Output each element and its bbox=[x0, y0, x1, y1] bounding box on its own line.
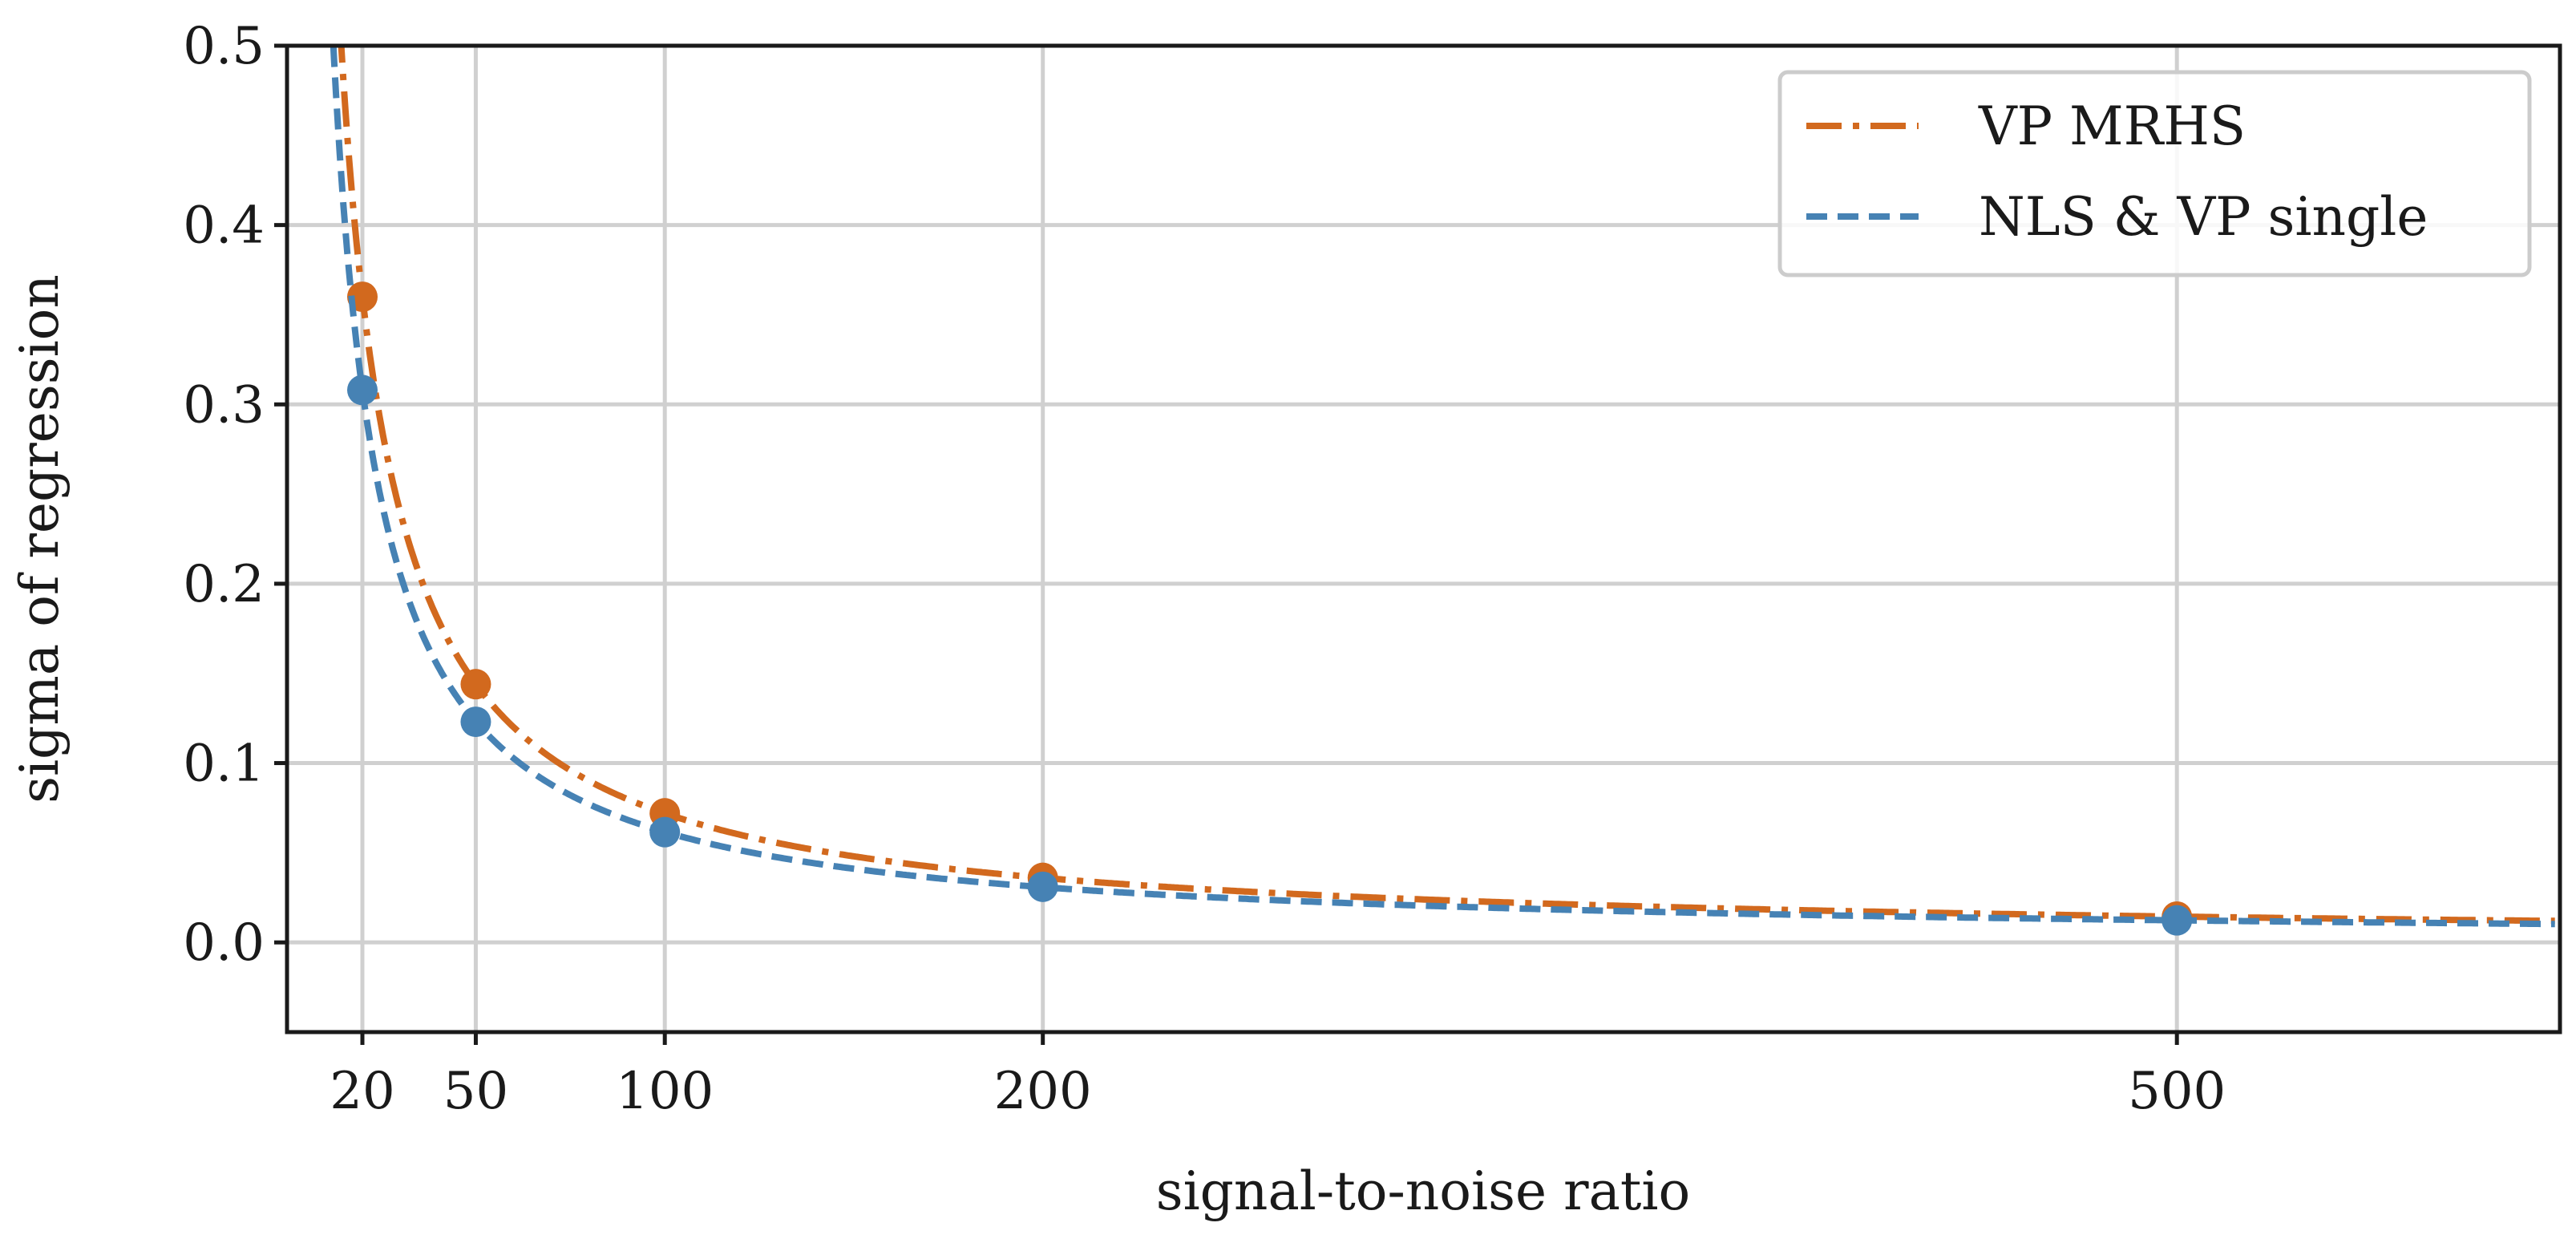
data-point-nls-vp-single bbox=[347, 375, 378, 406]
plot-frame bbox=[285, 43, 2562, 1034]
legend: VP MRHS NLS & VP single bbox=[1777, 70, 2532, 277]
data-point-nls-vp-single bbox=[649, 816, 681, 848]
y-axis-label: sigma of regression bbox=[9, 274, 71, 804]
y-tick-label: 0.2 bbox=[183, 555, 265, 614]
x-tick-label: 200 bbox=[994, 1062, 1092, 1121]
data-point-nls-vp-single bbox=[1027, 871, 1058, 902]
legend-label-vp-mrhs: VP MRHS bbox=[1978, 95, 2246, 157]
x-tick-label: 20 bbox=[330, 1062, 394, 1121]
legend-frame bbox=[1777, 70, 2532, 277]
y-tick-label: 0.4 bbox=[183, 196, 265, 256]
x-axis-label: signal-to-noise ratio bbox=[1156, 1160, 1691, 1222]
ticks: 20 50 100 200 500 0.0 0.1 0.2 0.3 0.4 0.5 bbox=[183, 17, 2226, 1121]
series-layer bbox=[330, 46, 2555, 936]
y-tick-label: 0.3 bbox=[183, 375, 265, 435]
x-tick-label: 500 bbox=[2128, 1062, 2226, 1121]
y-tick-label: 0.0 bbox=[183, 913, 265, 973]
y-tick-label: 0.1 bbox=[183, 735, 265, 794]
data-point-vp-mrhs bbox=[460, 669, 491, 700]
legend-label-nls-vp-single: NLS & VP single bbox=[1979, 186, 2428, 248]
x-tick-label: 100 bbox=[616, 1062, 714, 1121]
data-point-nls-vp-single bbox=[2161, 905, 2193, 936]
series-line-vp-mrhs bbox=[338, 46, 2555, 925]
y-tick-label: 0.5 bbox=[183, 17, 265, 76]
x-tick-label: 50 bbox=[443, 1062, 508, 1121]
data-point-nls-vp-single bbox=[460, 706, 491, 738]
